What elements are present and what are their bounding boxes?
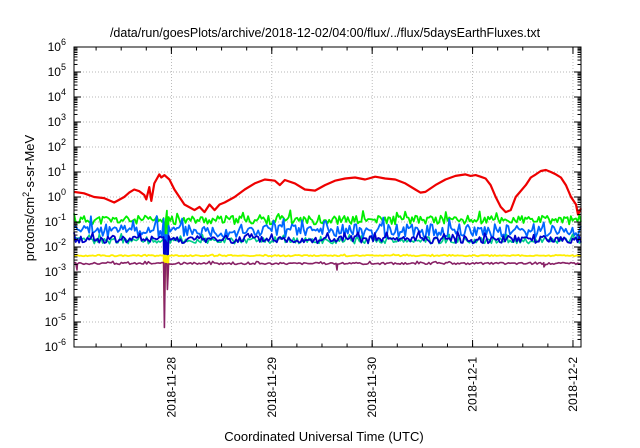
x-axis-label: Coordinated Universal Time (UTC) <box>224 429 423 444</box>
y-tick-label: 103 <box>48 112 66 129</box>
y-tick-label: 10-6 <box>45 337 66 354</box>
y-tick-label: 101 <box>48 162 66 179</box>
x-tick-label: 2018-11-28 <box>164 357 178 418</box>
y-tick-label: 10-2 <box>45 237 66 254</box>
y-tick-label: 10-5 <box>45 312 66 329</box>
y-axis-label: protons/cm2-s-sr-MeV <box>21 134 37 261</box>
y-tick-label: 10-1 <box>45 212 66 229</box>
y-tick-label: 106 <box>48 37 66 54</box>
series-line-4 <box>73 230 582 291</box>
y-axis: 10-6 10-5 10-4 10-3 10-2 10-1 100 101 102 103 104 1… <box>45 37 581 354</box>
chart-title: /data/run/goesPlots/archive/2018-12-02/0… <box>110 26 541 40</box>
series-layer <box>73 168 582 329</box>
y-tick-label: 105 <box>48 62 66 79</box>
y-tick-label: 100 <box>48 187 66 204</box>
x-tick-label: 2018-11-30 <box>365 357 379 418</box>
series-line-6 <box>74 260 582 329</box>
y-tick-label: 10-3 <box>45 262 66 279</box>
series-line-2 <box>73 215 582 281</box>
series-line-3 <box>73 233 582 286</box>
y-tick-label: 10-4 <box>45 287 66 304</box>
y-tick-label: 104 <box>48 87 66 104</box>
x-axis: 2018-11-28 2018-11-29 2018-11-30 2018-12-1 2… <box>95 47 580 418</box>
x-tick-label: 2018-12-1 <box>466 357 480 412</box>
y-axis-label-sup: 2 <box>21 192 31 197</box>
series-line-0 <box>73 168 582 216</box>
y-axis-label-rest: -s-sr-MeV <box>22 134 37 191</box>
x-tick-label: 2018-12-2 <box>566 357 580 412</box>
y-axis-label-base: protons/cm <box>22 197 37 261</box>
series-line-5 <box>73 253 582 311</box>
x-tick-label: 2018-11-29 <box>265 357 279 418</box>
y-tick-label: 102 <box>48 137 66 154</box>
